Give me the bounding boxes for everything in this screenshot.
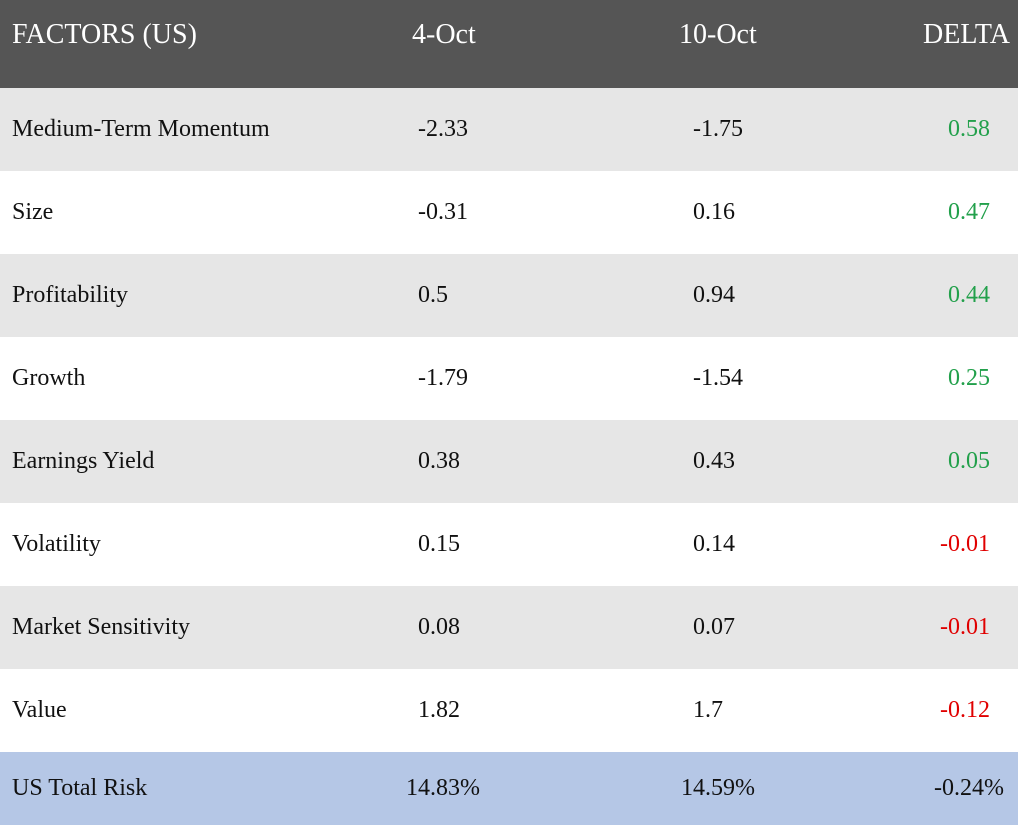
total-row: US Total Risk 14.83% 14.59% -0.24% <box>0 752 1018 825</box>
factor-name: Profitability <box>0 254 330 337</box>
total-value-10-oct: 14.59% <box>562 752 880 825</box>
factor-name: Value <box>0 669 330 752</box>
value-4-oct: 0.15 <box>330 503 562 586</box>
delta-value: -0.12 <box>880 669 1018 752</box>
value-10-oct: -1.54 <box>562 337 880 420</box>
value-4-oct: 0.5 <box>330 254 562 337</box>
value-4-oct: -1.79 <box>330 337 562 420</box>
delta-value: 0.58 <box>880 88 1018 171</box>
delta-value: 0.44 <box>880 254 1018 337</box>
delta-value: -0.01 <box>880 503 1018 586</box>
table-row: Market Sensitivity 0.08 0.07 -0.01 <box>0 586 1018 669</box>
total-label: US Total Risk <box>0 752 330 825</box>
value-10-oct: 0.14 <box>562 503 880 586</box>
value-10-oct: 0.94 <box>562 254 880 337</box>
factor-name: Market Sensitivity <box>0 586 330 669</box>
factor-name: Earnings Yield <box>0 420 330 503</box>
header-delta: DELTA <box>923 19 1010 50</box>
delta-value: 0.25 <box>880 337 1018 420</box>
header-date-10-oct: 10-Oct <box>679 19 757 50</box>
factor-name: Volatility <box>0 503 330 586</box>
total-value-4-oct: 14.83% <box>330 752 562 825</box>
value-4-oct: 0.38 <box>330 420 562 503</box>
value-10-oct: 1.7 <box>562 669 880 752</box>
table-body: Medium-Term Momentum -2.33 -1.75 0.58 Si… <box>0 88 1018 825</box>
header-date-4-oct: 4-Oct <box>412 19 476 50</box>
delta-value: 0.05 <box>880 420 1018 503</box>
factor-name: Size <box>0 171 330 254</box>
delta-value: -0.01 <box>880 586 1018 669</box>
delta-value: 0.47 <box>880 171 1018 254</box>
total-delta-value: -0.24% <box>880 752 1018 825</box>
table-row: Medium-Term Momentum -2.33 -1.75 0.58 <box>0 88 1018 171</box>
value-10-oct: -1.75 <box>562 88 880 171</box>
table-header-row: FACTORS (US) 4-Oct 10-Oct DELTA <box>0 0 1018 88</box>
factor-name: Growth <box>0 337 330 420</box>
table-row: Value 1.82 1.7 -0.12 <box>0 669 1018 752</box>
table-row: Profitability 0.5 0.94 0.44 <box>0 254 1018 337</box>
value-4-oct: 1.82 <box>330 669 562 752</box>
value-4-oct: 0.08 <box>330 586 562 669</box>
value-10-oct: 0.16 <box>562 171 880 254</box>
value-4-oct: -0.31 <box>330 171 562 254</box>
table-row: Size -0.31 0.16 0.47 <box>0 171 1018 254</box>
value-10-oct: 0.43 <box>562 420 880 503</box>
table-row: Growth -1.79 -1.54 0.25 <box>0 337 1018 420</box>
factor-name: Medium-Term Momentum <box>0 88 330 171</box>
value-4-oct: -2.33 <box>330 88 562 171</box>
table-row: Volatility 0.15 0.14 -0.01 <box>0 503 1018 586</box>
table-row: Earnings Yield 0.38 0.43 0.05 <box>0 420 1018 503</box>
value-10-oct: 0.07 <box>562 586 880 669</box>
header-factors: FACTORS (US) <box>12 19 197 50</box>
